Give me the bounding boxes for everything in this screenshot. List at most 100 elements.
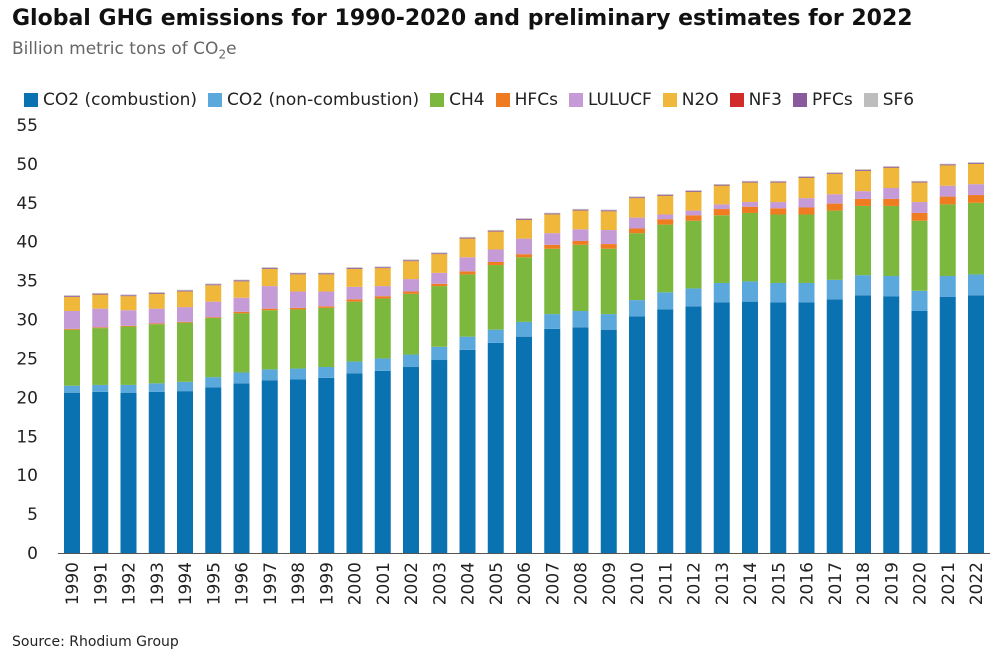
legend-label: CH4 — [449, 90, 485, 110]
bar-segment-hfcs — [120, 325, 137, 327]
chart-title: Global GHG emissions for 1990-2020 and p… — [12, 6, 913, 31]
bar-stack-2003 — [431, 252, 448, 553]
bar-segment-co2-combustion — [600, 329, 617, 553]
legend-label: HFCs — [514, 90, 558, 110]
bar-segment-co2-combustion — [403, 367, 419, 553]
bar-segment-sf6 — [968, 162, 984, 163]
bar-stack-1997 — [261, 267, 278, 553]
bar-segment-n2o — [516, 219, 532, 239]
bar-segment-n2o — [487, 231, 504, 250]
bar-stack-2007 — [544, 212, 561, 553]
bar-segment-n2o — [770, 182, 787, 203]
x-tick-label: 2015 — [769, 562, 789, 605]
bar-segment-pfcs — [431, 253, 448, 255]
subtitle-subscript: 2 — [218, 47, 227, 62]
x-tick-label: 1995 — [204, 562, 224, 605]
bar-segment-n2o — [459, 238, 476, 258]
bar-stack-2000 — [346, 267, 363, 553]
bar-segment-pfcs — [403, 260, 419, 262]
bar-segment-co2-non-combustion — [205, 377, 222, 388]
bar-stack-2009 — [600, 209, 617, 553]
y-tick-label: 55 — [16, 116, 38, 136]
bar-segment-n2o — [939, 165, 956, 186]
x-tick-label: 2012 — [685, 562, 705, 605]
bar-segment-co2-combustion — [487, 342, 504, 553]
bar-segment-ch4 — [261, 310, 278, 370]
x-tick-label: 2018 — [854, 562, 874, 605]
bar-segment-co2-non-combustion — [600, 314, 617, 330]
bar-segment-ch4 — [374, 298, 391, 359]
bar-segment-n2o — [911, 182, 928, 203]
bar-segment-sf6 — [177, 289, 193, 291]
bar-stack-1996 — [233, 279, 250, 553]
bar-segment-lulucf — [374, 286, 391, 297]
bar-stack-2011 — [657, 194, 674, 553]
bar-segment-co2-combustion — [883, 296, 900, 553]
bar-segment-n2o — [148, 293, 165, 309]
bar-stack-1999 — [318, 272, 335, 553]
bar-segment-lulucf — [798, 198, 815, 208]
bar-segment-sf6 — [911, 180, 928, 182]
bar-stack-1998 — [290, 272, 306, 553]
bar-stack-1990 — [64, 295, 80, 553]
x-tick-label: 2006 — [515, 562, 535, 605]
bar-stack-2008 — [572, 208, 589, 553]
bar-segment-co2-combustion — [629, 316, 645, 553]
bar-segment-n2o — [826, 174, 843, 195]
bar-segment-co2-combustion — [544, 328, 561, 553]
bar-segment-co2-combustion — [92, 391, 109, 553]
x-tick-label: 1996 — [233, 562, 253, 605]
bar-segment-n2o — [685, 191, 702, 211]
x-tick-label: 1993 — [148, 562, 168, 605]
bar-segment-pfcs — [261, 268, 278, 269]
bar-stack-2020 — [911, 180, 928, 553]
x-tick-label: 1992 — [120, 562, 140, 605]
bar-segment-hfcs — [770, 208, 787, 215]
bar-segment-ch4 — [629, 233, 645, 301]
y-tick-label: 50 — [16, 155, 38, 175]
y-tick-label: 40 — [16, 233, 38, 253]
x-tick-label: 2019 — [882, 562, 902, 605]
bar-segment-co2-combustion — [148, 391, 165, 553]
bar-segment-pfcs — [346, 268, 363, 269]
bar-segment-lulucf — [92, 308, 109, 328]
bar-segment-n2o — [713, 185, 730, 205]
bar-segment-n2o — [572, 210, 589, 230]
bar-segment-lulucf — [261, 286, 278, 309]
bar-segment-co2-non-combustion — [713, 282, 730, 303]
x-tick-label: 2013 — [713, 562, 733, 605]
bar-segment-sf6 — [939, 163, 956, 165]
bar-segment-pfcs — [572, 209, 589, 211]
bar-stack-2015 — [770, 180, 787, 553]
legend-item-n2o: N2O — [662, 90, 719, 110]
bar-segment-ch4 — [177, 322, 193, 382]
bar-segment-hfcs — [883, 198, 900, 206]
bar-segment-co2-combustion — [459, 349, 476, 553]
subtitle-text: Billion metric tons of CO — [12, 39, 219, 59]
bar-segment-ch4 — [318, 307, 335, 368]
bar-segment-co2-non-combustion — [770, 282, 787, 303]
bar-segment-lulucf — [459, 257, 476, 272]
x-tick-label: 2014 — [741, 562, 761, 605]
bar-segment-co2-non-combustion — [544, 314, 561, 329]
bar-segment-sf6 — [64, 295, 80, 297]
bar-segment-hfcs — [487, 261, 504, 266]
bar-segment-co2-non-combustion — [685, 288, 702, 307]
bar-segment-ch4 — [64, 329, 80, 386]
bar-segment-n2o — [233, 281, 250, 298]
bar-segment-n2o — [629, 198, 645, 218]
bar-segment-co2-combustion — [346, 373, 363, 553]
bar-segment-sf6 — [770, 180, 787, 182]
bar-segment-pfcs — [826, 173, 843, 174]
bar-segment-sf6 — [148, 292, 165, 293]
legend-swatch — [568, 93, 583, 107]
bar-segment-hfcs — [403, 291, 419, 294]
bar-segment-n2o — [261, 268, 278, 287]
legend: CO2 (combustion) CO2 (non-combustion) CH4 H… — [24, 90, 925, 110]
bar-segment-ch4 — [431, 286, 448, 347]
legend-swatch — [24, 93, 38, 107]
bar-segment-n2o — [883, 167, 900, 189]
x-tick-label: 2005 — [487, 562, 507, 605]
bar-segment-lulucf — [657, 214, 674, 220]
